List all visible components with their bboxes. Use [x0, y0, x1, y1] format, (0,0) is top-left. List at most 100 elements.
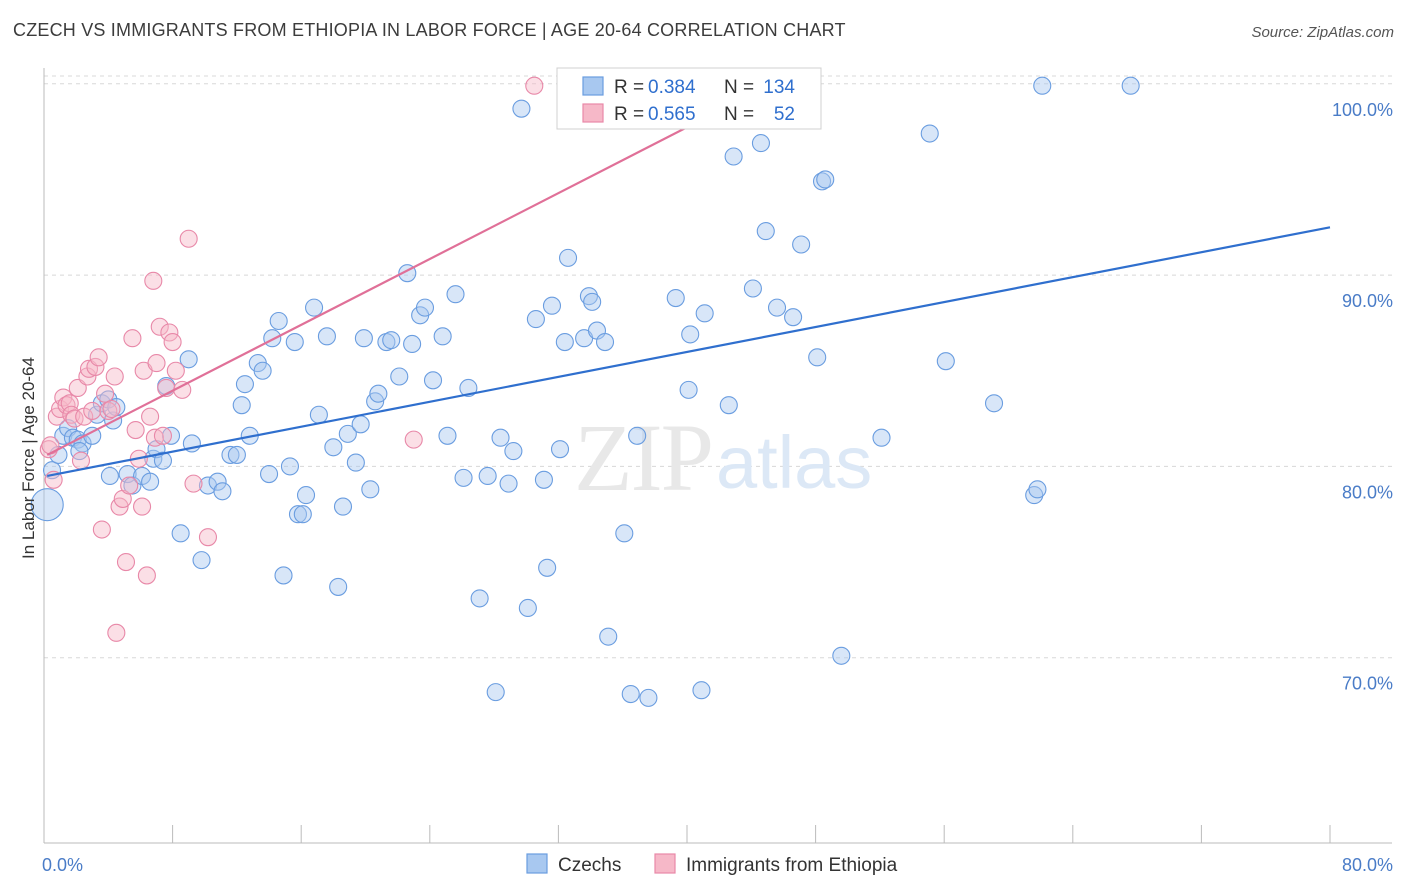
czech-point	[470, 589, 489, 608]
czech-point	[599, 627, 618, 646]
czech-point	[382, 331, 401, 350]
czech-point	[692, 681, 711, 700]
axis-layer: 70.0% 80.0% 90.0% 100.0%	[43, 68, 1393, 844]
czech-point	[542, 296, 562, 315]
legend-r-label: R =	[614, 104, 644, 125]
czech-point	[263, 329, 282, 348]
chart-source: Source: ZipAtlas.com	[1251, 24, 1394, 41]
czech-point	[792, 235, 811, 254]
czech-point	[361, 480, 380, 499]
czech-point	[621, 684, 640, 704]
czech-point	[808, 348, 827, 367]
y-tick-label: 90.0%	[1342, 291, 1393, 311]
ethiopia-point	[137, 566, 156, 585]
czech-point	[724, 147, 743, 166]
ethiopia-point	[120, 476, 139, 495]
czech-point	[486, 683, 505, 702]
y-tick-label: 80.0%	[1342, 482, 1393, 502]
czech-point	[499, 474, 518, 493]
ethiopia-point	[179, 229, 198, 248]
czech-point	[679, 380, 698, 399]
ethiopia-point	[153, 426, 173, 445]
czech-point	[354, 329, 373, 348]
czech-point	[235, 375, 254, 394]
czech-point	[872, 428, 891, 447]
czech-point	[984, 394, 1004, 413]
czech-point	[583, 292, 602, 311]
ethiopia-point	[57, 396, 76, 415]
bottom-legend-label-ethiopia: Immigrants from Ethiopia	[686, 855, 898, 876]
czech-point	[438, 426, 457, 445]
czech-point	[346, 453, 365, 472]
czech-point	[305, 298, 324, 317]
czech-point	[920, 124, 939, 143]
ethiopia-trendline	[46, 122, 694, 456]
ethiopia-point	[92, 520, 111, 539]
czech-point	[329, 577, 348, 596]
czech-point	[280, 457, 299, 476]
x-tick-label-max: 80.0%	[1342, 855, 1393, 875]
ethiopia-point	[102, 399, 121, 419]
czech-point	[595, 333, 615, 352]
czech-point	[756, 222, 775, 241]
czech-point	[227, 445, 246, 464]
czech-point	[390, 367, 409, 386]
watermark-zip: ZIP	[574, 404, 712, 511]
czech-point	[317, 327, 336, 346]
czech-point	[141, 472, 160, 491]
legend-n-label: N =	[724, 104, 754, 125]
czech-point	[351, 415, 370, 434]
ethiopia-point	[163, 333, 182, 352]
czech-point	[288, 505, 308, 524]
czech-point	[30, 488, 64, 522]
ethiopia-point	[105, 367, 124, 386]
watermark: ZIP atlas	[574, 404, 872, 511]
ethiopia-point	[83, 401, 102, 420]
czech-point	[293, 505, 312, 524]
legend-n-value-ethiopia: 52	[774, 104, 795, 125]
czech-point	[491, 428, 510, 447]
legend-r-value-czechs: 0.384	[648, 77, 696, 98]
czech-point	[415, 298, 435, 317]
legend-row-czechs: R = 0.384 N = 134	[582, 76, 795, 98]
bottom-legend-label-czechs: Czechs	[558, 855, 621, 876]
ethiopia-point	[166, 361, 185, 380]
czech-point	[681, 325, 700, 344]
legend-swatch-czechs	[582, 76, 604, 96]
czech-point	[558, 248, 578, 267]
czech-point	[478, 466, 497, 486]
legend-box: R = 0.384 N = 134 R = 0.565 N = 52	[556, 67, 822, 130]
czech-point	[512, 99, 531, 118]
ethiopia-point	[107, 623, 126, 642]
czech-point	[285, 333, 304, 352]
czech-point	[550, 440, 570, 459]
bottom-legend-swatch-czechs	[526, 853, 548, 874]
czech-point	[504, 442, 523, 461]
czech-point	[832, 646, 851, 665]
bottom-legend: Czechs Immigrants from Ethiopia	[526, 853, 898, 876]
ethiopia-point	[144, 271, 163, 290]
czech-point	[253, 361, 272, 380]
czech-point	[695, 304, 714, 323]
x-tick-label-min: 0.0%	[42, 855, 83, 875]
czech-point	[324, 438, 343, 457]
chart-title: CZECH VS IMMIGRANTS FROM ETHIOPIA IN LAB…	[13, 20, 846, 40]
ethiopia-point	[89, 348, 108, 367]
legend-r-value-ethiopia: 0.565	[648, 104, 696, 125]
ethiopia-point	[198, 528, 218, 547]
czech-point	[309, 405, 328, 424]
czech-point	[192, 551, 211, 570]
czech-point	[784, 308, 803, 327]
czech-point	[1033, 76, 1052, 95]
ethiopia-point	[126, 421, 145, 440]
czech-point	[179, 350, 198, 369]
czech-point	[1025, 486, 1044, 505]
czech-point	[403, 334, 422, 354]
czech-point	[338, 424, 357, 443]
ethiopia-point	[160, 323, 179, 342]
czech-point	[459, 378, 478, 398]
legend-n-label: N =	[724, 77, 754, 98]
ethiopia-point	[147, 354, 166, 373]
czech-point	[100, 466, 119, 486]
ethiopia-point	[525, 76, 544, 95]
